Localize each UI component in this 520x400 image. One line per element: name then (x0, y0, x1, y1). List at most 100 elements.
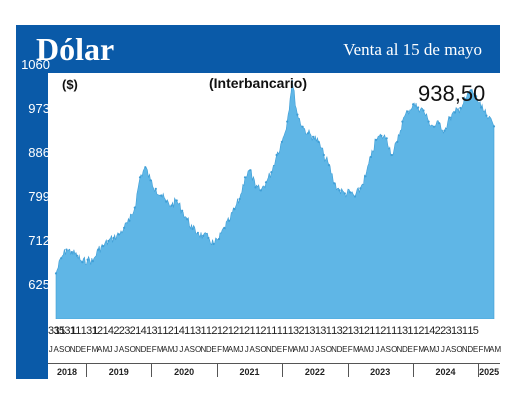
x-month-label: J (173, 345, 178, 354)
x-month-label: A (184, 345, 190, 354)
x-day-label: 2 (167, 325, 174, 337)
data-point (154, 187, 157, 190)
data-point (353, 195, 357, 198)
data-point (165, 200, 168, 203)
x-month-label: D (336, 345, 343, 354)
x-month-label: N (265, 345, 272, 354)
x-month-label: D (271, 345, 278, 354)
x-month-label: D (205, 345, 212, 354)
x-month-label: D (75, 345, 81, 354)
x-day-label: 1 (282, 325, 289, 337)
data-point (317, 140, 320, 143)
data-point (485, 114, 488, 117)
data-point (306, 132, 309, 135)
y-tick-label: 1060 (21, 57, 50, 72)
x-month-label: M (418, 345, 425, 354)
data-point (181, 209, 184, 212)
x-day-label: 2 (342, 325, 349, 337)
x-month-label: J (440, 345, 445, 354)
x-month-label: A (97, 345, 103, 354)
x-day-label: 3 (320, 325, 327, 337)
data-point (359, 187, 362, 190)
data-point (448, 116, 451, 119)
x-day-label: 4 (429, 325, 436, 337)
x-year-label: 2025 (479, 367, 500, 377)
data-point (380, 134, 383, 137)
x-year-label: 2022 (304, 367, 325, 377)
x-month-label: A (380, 345, 386, 354)
x-year-label: 2018 (57, 367, 78, 377)
x-day-label: 5 (58, 325, 66, 337)
x-day-label: 1 (238, 325, 245, 337)
data-point (186, 218, 189, 221)
chart-header: Dólar Venta al 15 de mayo (16, 25, 500, 73)
x-year-separator (282, 363, 284, 377)
x-month-label: M (91, 345, 99, 354)
data-point (196, 231, 199, 234)
x-month-label: S (451, 345, 457, 354)
x-day-label: 2 (244, 325, 251, 337)
data-point (296, 113, 299, 116)
x-day-label: 3 (456, 325, 463, 337)
y-tick-label: 799 (28, 189, 50, 204)
x-month-label: A (489, 345, 495, 354)
x-day-label: 1 (347, 325, 354, 337)
data-point (333, 182, 336, 185)
x-month-label: E (342, 345, 348, 354)
data-point (212, 242, 215, 246)
data-point (427, 120, 430, 123)
data-point (123, 226, 126, 229)
x-day-label: 5 (472, 325, 479, 337)
y-tick-label: 886 (28, 145, 50, 160)
x-day-label: 2 (418, 325, 425, 337)
plot-area (54, 80, 496, 319)
x-day-label: 3 (336, 325, 343, 337)
x-month-label: J (435, 345, 440, 354)
x-day-label: 1 (467, 325, 474, 337)
chart-note: (Interbancario) (208, 75, 307, 91)
x-day-label: 3 (352, 325, 360, 337)
x-month-label: S (124, 345, 130, 354)
x-year-label: 2020 (174, 367, 195, 377)
x-month-label: O (195, 345, 202, 354)
x-day-label: 2 (211, 325, 218, 337)
data-point (243, 176, 247, 179)
x-month-label: A (118, 345, 125, 354)
x-month-label: J (179, 345, 184, 354)
x-month-label: A (293, 345, 299, 354)
x-year-label: 2024 (435, 367, 456, 377)
x-year-separator (216, 363, 218, 377)
data-point (422, 109, 425, 112)
x-month-label: M (429, 345, 436, 354)
data-point (459, 106, 462, 110)
data-point (144, 166, 147, 169)
y-axis-band (16, 73, 48, 379)
x-month-label: M (494, 345, 502, 354)
x-day-label: 1 (173, 325, 180, 337)
x-month-label: M (102, 345, 110, 354)
x-day-label: 1 (374, 325, 381, 337)
x-month-label: N (331, 345, 337, 354)
data-point (401, 120, 404, 123)
x-month-label: S (385, 345, 392, 354)
data-point (70, 251, 73, 254)
data-point (375, 138, 378, 141)
x-month-label: O (391, 345, 398, 354)
x-axis-rule (48, 363, 500, 364)
x-month-label: O (129, 345, 136, 354)
x-day-label: 1 (216, 325, 223, 337)
data-point (191, 227, 194, 230)
x-day-label: 3 (124, 325, 131, 337)
x-day-label: 4 (107, 325, 115, 337)
x-month-label: M (233, 345, 240, 354)
data-point (217, 237, 221, 241)
x-day-label: 2 (298, 325, 305, 337)
data-point (492, 125, 496, 128)
data-point (469, 89, 472, 92)
x-month-label: F (86, 345, 92, 354)
x-month-label: A (423, 345, 430, 354)
y-tick-label: 973 (28, 101, 50, 116)
x-year-label: 2023 (370, 367, 391, 377)
data-point (406, 110, 409, 113)
x-day-label: 1 (271, 325, 278, 337)
